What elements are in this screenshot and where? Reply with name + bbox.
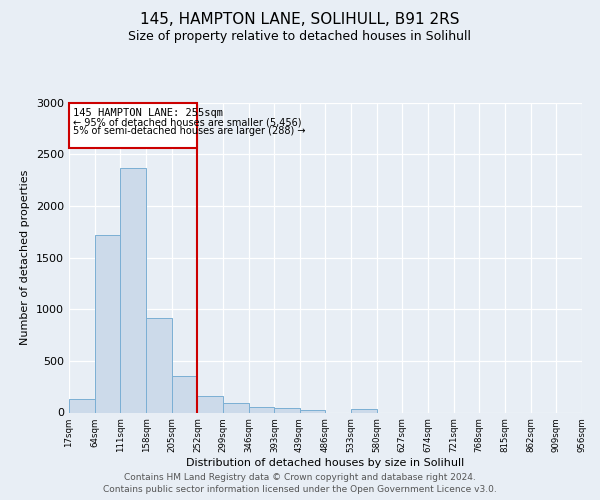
Bar <box>274 408 300 412</box>
Bar <box>172 376 197 412</box>
Text: 5% of semi-detached houses are larger (288) →: 5% of semi-detached houses are larger (2… <box>73 126 306 136</box>
Y-axis label: Number of detached properties: Number of detached properties <box>20 170 31 345</box>
Bar <box>249 408 274 412</box>
Bar <box>69 102 197 148</box>
Text: Contains public sector information licensed under the Open Government Licence v3: Contains public sector information licen… <box>103 485 497 494</box>
Text: Contains HM Land Registry data © Crown copyright and database right 2024.: Contains HM Land Registry data © Crown c… <box>124 472 476 482</box>
Bar <box>197 396 223 412</box>
Bar <box>69 399 95 412</box>
Bar <box>223 403 249 412</box>
Text: ← 95% of detached houses are smaller (5,456): ← 95% of detached houses are smaller (5,… <box>73 118 302 128</box>
Bar <box>146 318 172 412</box>
Bar <box>95 235 121 412</box>
Text: Size of property relative to detached houses in Solihull: Size of property relative to detached ho… <box>128 30 472 43</box>
Text: 145, HAMPTON LANE, SOLIHULL, B91 2RS: 145, HAMPTON LANE, SOLIHULL, B91 2RS <box>140 12 460 28</box>
Bar <box>351 410 377 412</box>
Bar <box>121 168 146 412</box>
X-axis label: Distribution of detached houses by size in Solihull: Distribution of detached houses by size … <box>187 458 464 468</box>
Bar <box>299 410 325 412</box>
Text: 145 HAMPTON LANE: 255sqm: 145 HAMPTON LANE: 255sqm <box>73 108 223 118</box>
